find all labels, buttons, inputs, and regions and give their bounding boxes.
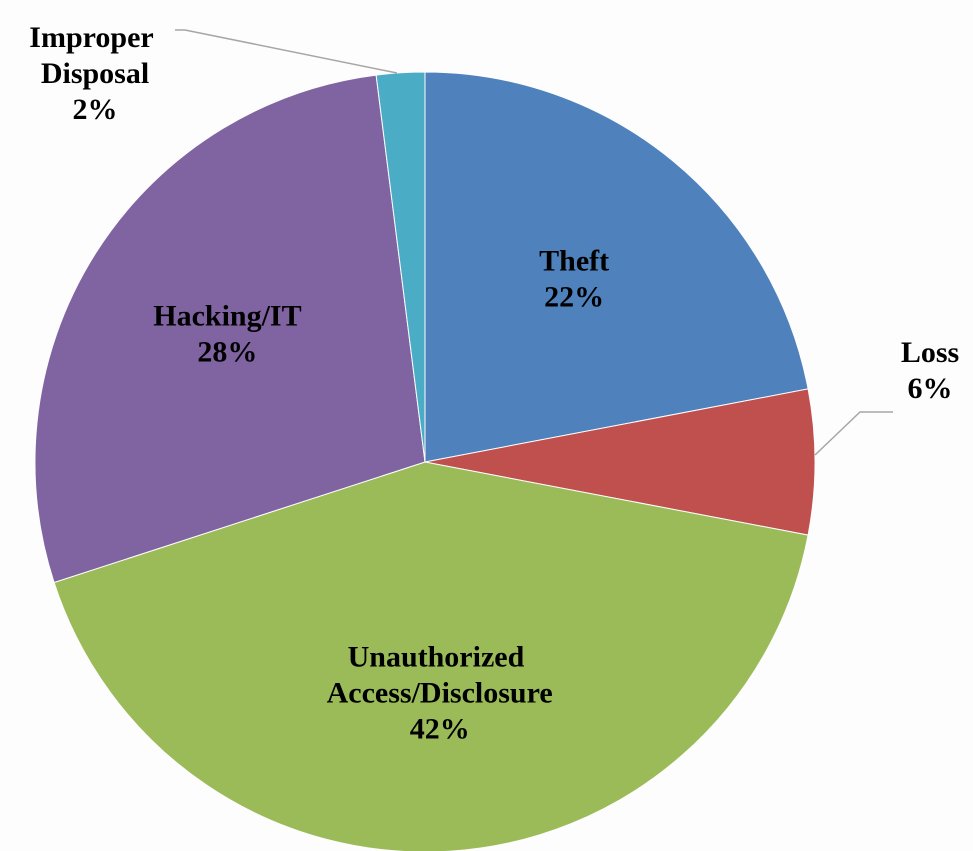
pie-slice (424, 388, 816, 536)
pie-slice (34, 74, 426, 584)
pie-slice (53, 461, 809, 851)
pie-slice (375, 71, 426, 463)
slice-label: Loss (901, 336, 959, 369)
leader-line (175, 29, 398, 74)
slice-value: 6% (908, 372, 953, 405)
slice-label: Theft (539, 245, 609, 278)
label-line: Hacking/IT (153, 300, 301, 333)
slice-value: 42% (410, 712, 470, 745)
leader-line (814, 411, 893, 456)
label-line: Disposal (41, 57, 149, 90)
slice-label: Hacking/IT (153, 300, 301, 333)
label-line: Theft (539, 245, 609, 278)
label-line: Access/Disclosure (327, 676, 553, 709)
pie-slice (424, 71, 809, 463)
slice-value: 2% (73, 93, 118, 126)
label-line: Unauthorized (348, 640, 532, 673)
slice-value: 28% (197, 336, 257, 369)
label-line: Loss (901, 336, 959, 369)
slice-label: Improper Disposal (29, 21, 160, 90)
label-line: Improper (29, 21, 160, 54)
slice-value: 22% (544, 281, 604, 314)
slice-label: Unauthorized Access/Disclosure (327, 640, 553, 709)
